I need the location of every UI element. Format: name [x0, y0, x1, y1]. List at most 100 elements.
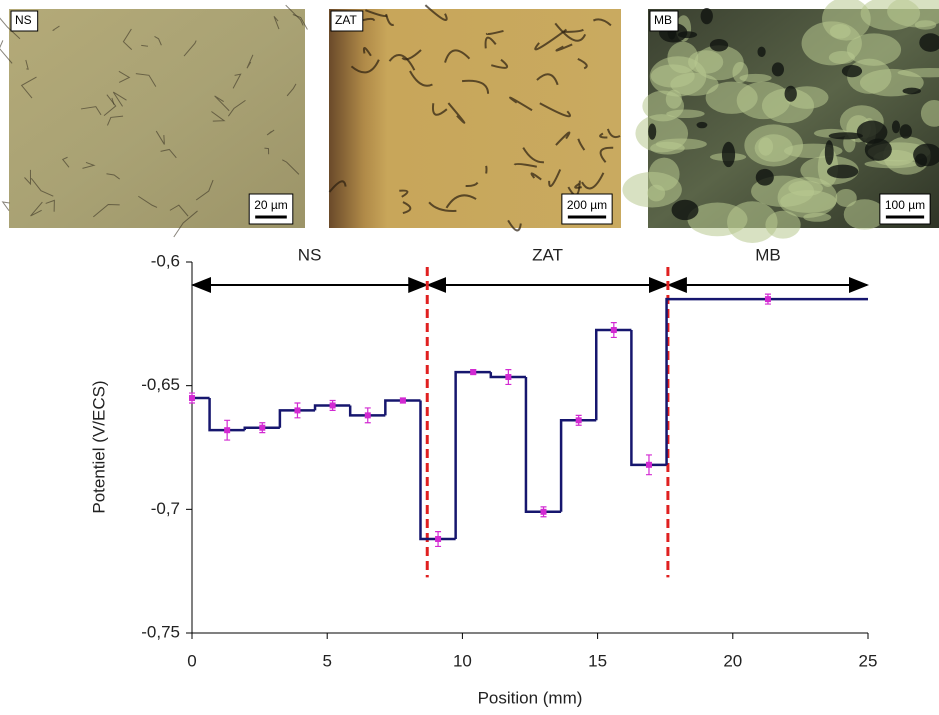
- texture: [919, 33, 939, 52]
- texture: [687, 202, 748, 237]
- texture: [211, 111, 226, 122]
- scale-box: [248, 193, 294, 225]
- step-line: [419, 400, 456, 541]
- texture: [122, 28, 133, 51]
- y-tick-label: -0,6: [151, 251, 180, 270]
- texture: [577, 57, 588, 70]
- texture: [399, 189, 409, 198]
- texture: [648, 123, 657, 140]
- texture: [824, 140, 834, 165]
- x-axis-title: Position (mm): [478, 688, 583, 707]
- texture: [214, 95, 230, 112]
- x-tick-label: 20: [723, 651, 742, 670]
- marker: [764, 296, 771, 303]
- texture: [138, 195, 158, 208]
- zone-label: ZAT: [532, 245, 563, 264]
- marker: [259, 424, 266, 431]
- texture: [835, 188, 857, 207]
- marker: [435, 536, 442, 543]
- micrograph-label: NS: [15, 13, 32, 27]
- texture: [444, 49, 471, 63]
- micrograph: ZAT 200 µm: [328, 4, 621, 232]
- label-box: [649, 10, 679, 32]
- texture: [103, 94, 117, 117]
- texture: [0, 17, 21, 40]
- texture: [555, 131, 571, 146]
- texture: [777, 176, 838, 218]
- marker: [505, 374, 512, 381]
- texture: [758, 137, 774, 156]
- scale-box: [879, 193, 931, 225]
- texture: [61, 156, 70, 168]
- scale-label: 200 µm: [567, 198, 607, 212]
- marker: [610, 327, 617, 334]
- texture: [534, 28, 568, 51]
- step-line: [559, 419, 597, 512]
- marker: [645, 461, 652, 468]
- x-tick-label: 10: [453, 651, 472, 670]
- micrograph: NS 20 µm: [0, 4, 308, 238]
- texture: [154, 36, 162, 46]
- texture: [461, 79, 490, 94]
- step-line: [665, 297, 868, 465]
- texture: [757, 46, 766, 58]
- scale-label: 100 µm: [885, 198, 925, 212]
- texture: [784, 85, 797, 102]
- texture: [667, 41, 699, 74]
- texture: [574, 182, 582, 189]
- texture: [507, 219, 522, 232]
- texture: [671, 199, 699, 221]
- texture: [783, 143, 843, 159]
- texture: [913, 143, 939, 167]
- y-axis-title: Potentiel (V/ECS): [89, 380, 108, 513]
- texture: [232, 73, 242, 89]
- texture: [350, 59, 380, 74]
- texture: [864, 138, 892, 161]
- texture: [899, 124, 912, 139]
- texture: [648, 157, 680, 191]
- texture: [45, 199, 55, 212]
- marker: [189, 395, 195, 402]
- texture: [409, 70, 433, 87]
- label-box: [330, 10, 364, 32]
- texture: [195, 179, 214, 201]
- texture: [385, 13, 395, 26]
- texture: [650, 141, 685, 155]
- texture: [522, 147, 544, 164]
- texture: [183, 40, 197, 57]
- step-line: [454, 370, 491, 540]
- texture: [771, 62, 784, 77]
- texture: [266, 129, 275, 136]
- texture: [826, 164, 859, 179]
- texture: [902, 87, 921, 95]
- step-line: [630, 330, 667, 467]
- texture: [485, 29, 504, 36]
- marker: [224, 427, 231, 434]
- texture: [141, 44, 148, 47]
- marker: [470, 369, 477, 376]
- texture: [106, 115, 124, 126]
- texture: [80, 106, 102, 116]
- texture: [484, 36, 497, 49]
- texture: [160, 148, 177, 159]
- texture: [173, 210, 198, 238]
- texture: [52, 25, 60, 31]
- texture: [843, 199, 886, 230]
- texture: [509, 96, 533, 112]
- texture: [744, 124, 804, 167]
- texture: [513, 163, 537, 168]
- texture: [606, 128, 621, 139]
- x-tick-label: 25: [859, 651, 878, 670]
- step-line: [384, 399, 421, 416]
- texture: [700, 8, 713, 25]
- marker: [575, 417, 582, 424]
- step-line: [524, 377, 562, 514]
- texture: [227, 99, 246, 117]
- texture: [82, 161, 96, 169]
- label-box: [10, 10, 39, 32]
- texture: [696, 121, 708, 129]
- x-tick-label: 0: [187, 651, 196, 670]
- texture: [135, 73, 157, 87]
- texture: [93, 204, 120, 218]
- texture: [599, 132, 608, 139]
